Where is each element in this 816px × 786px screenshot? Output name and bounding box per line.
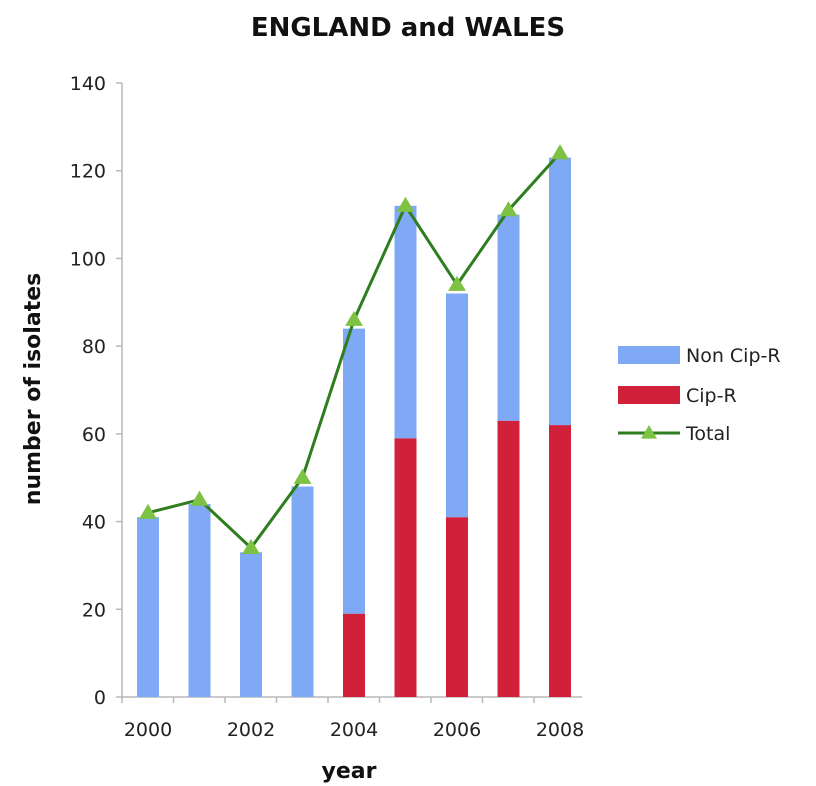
bar-non-cip-r [137,517,159,697]
bar-non-cip-r [497,214,520,421]
point-total [499,201,518,217]
legend-label: Non Cip-R [686,345,781,367]
y-tick-label: 80 [82,336,106,358]
point-total [448,275,466,291]
y-tick-label: 140 [70,73,106,95]
legend-label: Total [685,423,730,445]
legend-swatch [618,386,680,404]
bar-cip-r [549,425,571,697]
bar-non-cip-r [188,504,211,697]
bar-non-cip-r [446,293,468,518]
point-total [190,490,209,506]
chart-title: ENGLAND and WALES [251,13,565,43]
point-total [139,503,157,519]
bar-cip-r [446,517,468,697]
y-tick-label: 100 [70,248,106,270]
y-tick-label: 20 [82,599,106,621]
point-total [345,310,363,326]
x-axis-label: year [322,759,377,784]
bar-non-cip-r [343,328,365,614]
point-total [551,144,569,160]
y-tick-label: 60 [82,424,106,446]
bar-non-cip-r [240,552,262,697]
point-total [242,538,260,554]
point-total [396,196,415,212]
bar-cip-r [343,613,365,697]
plot-area: 0 20 40 60 80 100 120 140 2000 2002 2004 2006 2008 [70,73,584,741]
bar-cip-r [394,438,417,697]
x-tick-label: 2004 [330,719,378,741]
point-total [293,468,312,484]
legend-swatch [618,346,680,364]
legend-label: Cip-R [686,385,737,407]
bar-non-cip-r [291,486,314,697]
legend-marker [641,425,657,439]
bar-non-cip-r [394,205,417,439]
y-axis-label: number of isolates [21,273,46,505]
x-tick-label: 2006 [433,719,481,741]
legend: Non Cip-R Cip-R Total [618,345,781,445]
y-tick-label: 40 [82,512,106,534]
x-tick-label: 2000 [124,719,172,741]
y-tick-label: 0 [94,687,106,709]
x-tick-label: 2002 [227,719,275,741]
y-tick-label: 120 [70,161,106,183]
x-tick-label: 2008 [536,719,584,741]
bar-non-cip-r [549,157,571,426]
bar-cip-r [497,420,520,697]
